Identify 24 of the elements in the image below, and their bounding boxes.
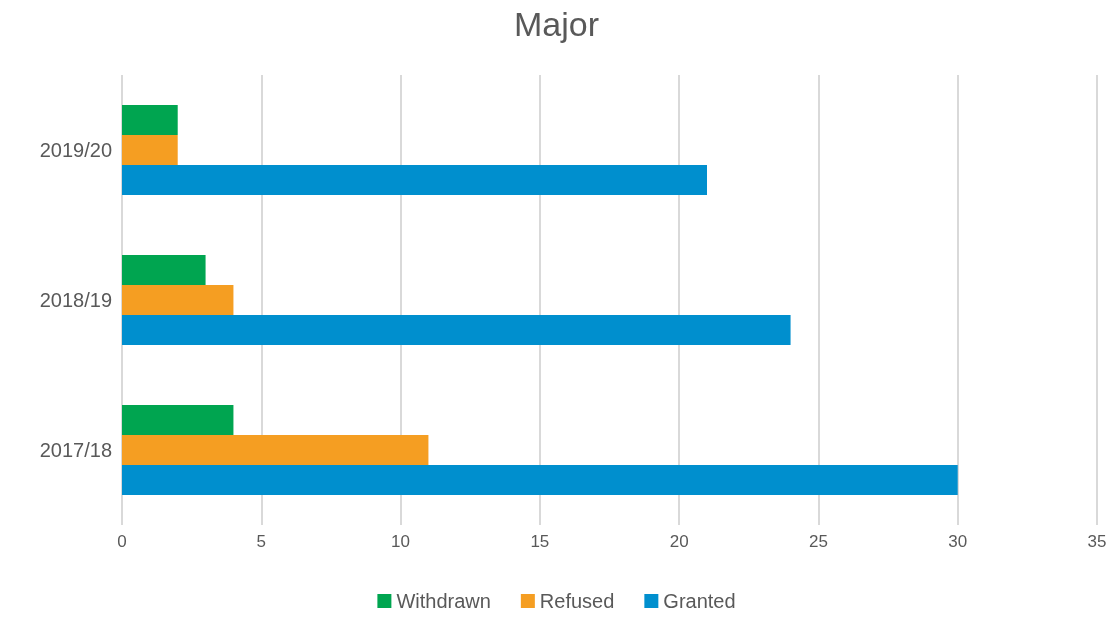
bar — [122, 285, 234, 315]
bar — [122, 135, 178, 165]
bar — [122, 255, 206, 285]
bar — [122, 405, 234, 435]
x-tick-label: 25 — [808, 532, 828, 551]
y-tick-label: 2019/20 — [39, 139, 112, 161]
legend-label: Granted — [663, 590, 736, 612]
bar — [122, 435, 429, 465]
x-tick-label: 0 — [117, 532, 127, 551]
legend-label: Refused — [539, 590, 615, 612]
x-tick-label: 20 — [669, 532, 689, 551]
bar — [122, 315, 791, 345]
bar — [122, 165, 707, 195]
chart-title: Major — [513, 5, 600, 43]
bar — [122, 465, 958, 495]
bar — [122, 105, 178, 135]
x-tick-label: 30 — [948, 532, 968, 551]
legend-label: Withdrawn — [396, 590, 491, 612]
y-tick-label: 2018/19 — [39, 289, 112, 311]
x-tick-label: 5 — [256, 532, 267, 551]
x-tick-label: 10 — [391, 532, 411, 551]
x-tick-label: 35 — [1087, 532, 1107, 551]
x-tick-label: 15 — [530, 532, 550, 551]
y-tick-label: 2017/18 — [39, 439, 112, 461]
